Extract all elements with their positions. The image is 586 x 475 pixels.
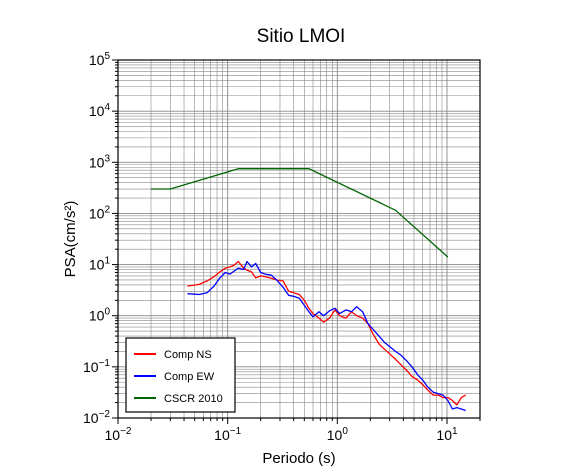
plot-frame: [117, 59, 481, 419]
legend-label: CSCR 2010: [164, 393, 223, 405]
y-tick-label: 105: [89, 51, 111, 68]
y-tick-label: 104: [89, 102, 111, 119]
y-tick-label: 103: [89, 153, 111, 170]
y-tick-labels: 10−2 10−1 100 101 102 103 104 105: [83, 51, 110, 426]
series-line-1: [187, 260, 466, 412]
y-tick-label: 101: [89, 256, 111, 273]
x-tick-label: 10−1: [214, 426, 241, 443]
series-lines: [151, 168, 467, 412]
x-axis-label: Periodo (s): [262, 450, 335, 467]
legend: Comp NS Comp EW CSCR 2010: [125, 337, 236, 413]
grid: [117, 59, 481, 419]
tick-marks: [112, 59, 481, 424]
legend-label: Comp NS: [164, 349, 212, 361]
x-tick-label: 100: [327, 426, 349, 443]
x-tick-label: 10−2: [105, 426, 132, 443]
y-tick-label: 100: [89, 307, 111, 324]
series-line-0: [187, 260, 467, 406]
y-axis-label: PSA(cm/s²): [62, 201, 79, 278]
x-tick-label: 101: [436, 426, 458, 443]
legend-label: Comp EW: [164, 371, 215, 383]
y-tick-label: 102: [89, 204, 111, 221]
y-tick-label: 10−2: [83, 409, 110, 426]
chart-title: Sitio LMOI: [257, 26, 346, 47]
x-tick-labels: 10−2 10−1 100 101: [105, 426, 458, 443]
y-tick-label: 10−1: [83, 358, 110, 375]
series-line-2: [151, 168, 449, 258]
